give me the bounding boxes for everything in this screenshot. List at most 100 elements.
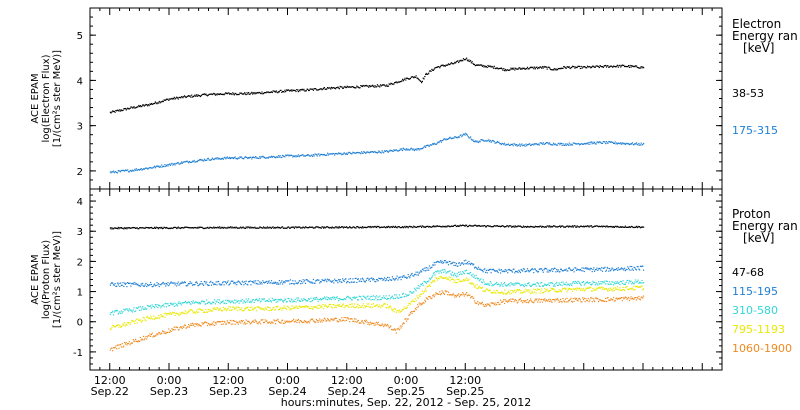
data-point <box>610 289 612 291</box>
data-point <box>182 302 184 304</box>
data-point <box>597 269 599 271</box>
data-point <box>213 159 215 161</box>
data-point <box>536 289 538 291</box>
data-point <box>173 282 175 284</box>
data-point <box>634 297 636 299</box>
data-point <box>465 270 467 272</box>
data-point <box>627 266 629 268</box>
data-point <box>151 332 153 334</box>
data-point <box>409 312 412 314</box>
data-point <box>639 144 641 146</box>
data-point <box>554 300 556 302</box>
data-point <box>215 157 217 159</box>
data-point <box>586 287 589 289</box>
data-point <box>319 321 322 323</box>
data-point <box>629 298 631 300</box>
data-point <box>548 143 550 145</box>
data-point <box>373 225 375 228</box>
data-point <box>192 300 194 302</box>
data-point <box>522 302 524 304</box>
data-point <box>398 294 401 296</box>
data-point <box>583 287 585 290</box>
data-point <box>639 67 641 69</box>
data-point <box>181 311 183 313</box>
data-point <box>631 226 634 228</box>
data-point <box>334 227 336 229</box>
data-point <box>323 227 325 229</box>
data-point <box>379 324 381 326</box>
data-point <box>112 228 115 230</box>
data-point <box>329 304 331 306</box>
data-point <box>275 282 277 284</box>
data-point <box>643 295 645 297</box>
data-point <box>237 227 239 229</box>
data-point <box>471 263 473 265</box>
data-point <box>247 226 249 228</box>
data-point <box>562 288 564 290</box>
data-point <box>576 268 578 270</box>
data-point <box>575 226 577 228</box>
data-point <box>483 290 485 292</box>
data-point <box>481 64 483 66</box>
data-point <box>293 307 295 309</box>
data-point <box>134 311 136 313</box>
data-point <box>470 297 472 299</box>
data-point <box>233 299 235 301</box>
data-point <box>334 88 337 90</box>
data-point <box>500 292 502 294</box>
data-point <box>478 302 480 304</box>
data-point <box>342 299 344 301</box>
data-point <box>573 66 575 68</box>
data-point <box>604 280 606 282</box>
data-point <box>634 66 636 68</box>
data-point <box>393 329 395 331</box>
data-point <box>376 295 378 297</box>
data-point <box>369 296 371 298</box>
data-point <box>390 150 392 152</box>
data-point <box>428 70 431 72</box>
data-point <box>299 305 301 307</box>
data-point <box>156 282 158 284</box>
data-point <box>444 226 446 228</box>
data-point <box>345 153 347 156</box>
data-point <box>156 303 158 306</box>
data-point <box>190 227 192 229</box>
data-point <box>255 280 257 282</box>
data-point <box>625 286 627 288</box>
data-point <box>394 328 396 330</box>
data-point <box>165 165 167 167</box>
data-point <box>412 299 414 301</box>
data-point <box>184 324 186 326</box>
data-point <box>492 269 494 271</box>
data-point <box>321 298 323 300</box>
data-point <box>179 327 181 329</box>
data-point <box>566 284 568 286</box>
data-point <box>293 300 295 303</box>
data-point <box>609 65 611 67</box>
data-point <box>637 279 639 281</box>
data-point <box>608 226 610 228</box>
data-point <box>558 282 560 284</box>
data-point <box>274 157 277 159</box>
data-point <box>379 226 382 229</box>
data-point <box>180 304 183 306</box>
data-point <box>274 91 276 93</box>
data-point <box>573 225 575 227</box>
data-point <box>323 87 325 89</box>
data-point <box>270 321 273 323</box>
data-point <box>322 319 324 321</box>
data-point <box>274 308 277 310</box>
data-point <box>251 91 253 93</box>
data-point <box>549 284 551 287</box>
data-point <box>428 269 430 271</box>
data-point <box>633 266 635 268</box>
data-point <box>324 154 326 156</box>
data-point <box>274 282 276 284</box>
data-point <box>493 225 495 227</box>
data-point <box>315 153 317 155</box>
data-point <box>358 280 360 282</box>
data-point <box>320 227 322 229</box>
data-point <box>364 226 366 228</box>
data-point <box>349 282 351 284</box>
data-point <box>490 272 492 274</box>
